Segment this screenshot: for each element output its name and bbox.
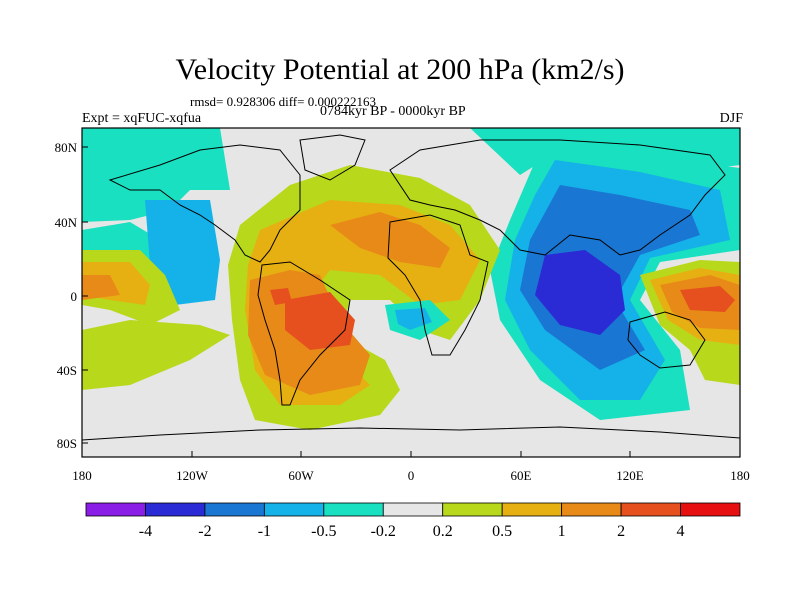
colorbar-swatch — [680, 502, 741, 517]
lon-label-60w: 60W — [288, 468, 314, 483]
colorbar-label: 2 — [617, 523, 625, 540]
colorbar-label: -0.2 — [371, 523, 396, 540]
contour-spac-green — [82, 320, 230, 390]
lat-label-40n: 40N — [55, 215, 78, 230]
contour-east-darkblue — [535, 250, 625, 335]
colorbar-label: -1 — [258, 523, 271, 540]
rmsd-diff-stats: rmsd= 0.928306 diff= 0.000222163 — [190, 94, 376, 109]
colorbar-label: 0.2 — [433, 523, 453, 540]
contour-north-cyan — [82, 128, 230, 222]
coast-eurasia — [389, 139, 726, 256]
colorbar-label: 4 — [677, 523, 685, 540]
plot-title: Velocity Potential at 200 hPa (km2/s) — [175, 53, 625, 86]
colorbar-swatch — [561, 502, 622, 517]
contour-atl-orange-north — [330, 212, 450, 268]
colorbar: -4 -2 -1 -0.5 -0.2 0.2 0.5 1 2 4 — [85, 502, 741, 540]
colorbar-swatch — [620, 502, 681, 517]
colorbar-swatch — [263, 502, 325, 517]
colorbar-label: 0.5 — [492, 523, 512, 540]
map-field — [82, 128, 740, 457]
colorbar-swatch — [382, 502, 444, 517]
lon-label-120w: 120W — [176, 468, 209, 483]
coast-antarctica — [82, 426, 740, 441]
colorbar-label: -4 — [139, 523, 152, 540]
lon-label-60e: 60E — [511, 468, 532, 483]
lat-label-80s: 80S — [57, 436, 77, 451]
colorbar-swatch — [501, 502, 563, 517]
coast-south-america — [257, 261, 351, 406]
coast-africa — [387, 214, 489, 356]
coast-greenland — [299, 134, 366, 181]
contour-wpac-red — [680, 286, 735, 312]
season-label: DJF — [719, 111, 743, 126]
colorbar-swatch — [85, 502, 146, 517]
colorbar-swatch — [323, 502, 384, 517]
colorbar-label: -0.5 — [311, 523, 336, 540]
coast-australia — [627, 311, 706, 369]
lat-label-80n: 80N — [55, 140, 78, 155]
lon-ticks — [81, 451, 741, 457]
contour-atl-red — [285, 292, 355, 350]
contour-epac-orange — [82, 275, 120, 300]
colorbar-swatch — [204, 502, 265, 517]
coastlines — [82, 134, 740, 441]
experiment-label: Expt = xqFUC-xqfua — [82, 111, 202, 126]
colorbar-swatch — [145, 502, 206, 517]
lon-label-180e: 180 — [730, 468, 750, 483]
colorbar-label: -2 — [198, 523, 211, 540]
lat-label-0: 0 — [71, 289, 78, 304]
lon-label-120e: 120E — [616, 468, 644, 483]
lon-label-180w: 180 — [72, 468, 92, 483]
lat-label-40s: 40S — [57, 363, 77, 378]
colorbar-swatch — [442, 502, 503, 517]
lon-label-0: 0 — [408, 468, 415, 483]
lat-ticks — [82, 146, 88, 444]
coast-north-america — [108, 144, 301, 263]
contour-atl-red-small — [270, 288, 292, 305]
colorbar-label: 1 — [558, 523, 566, 540]
period-label: 0784kyr BP - 0000kyr BP — [320, 104, 466, 119]
